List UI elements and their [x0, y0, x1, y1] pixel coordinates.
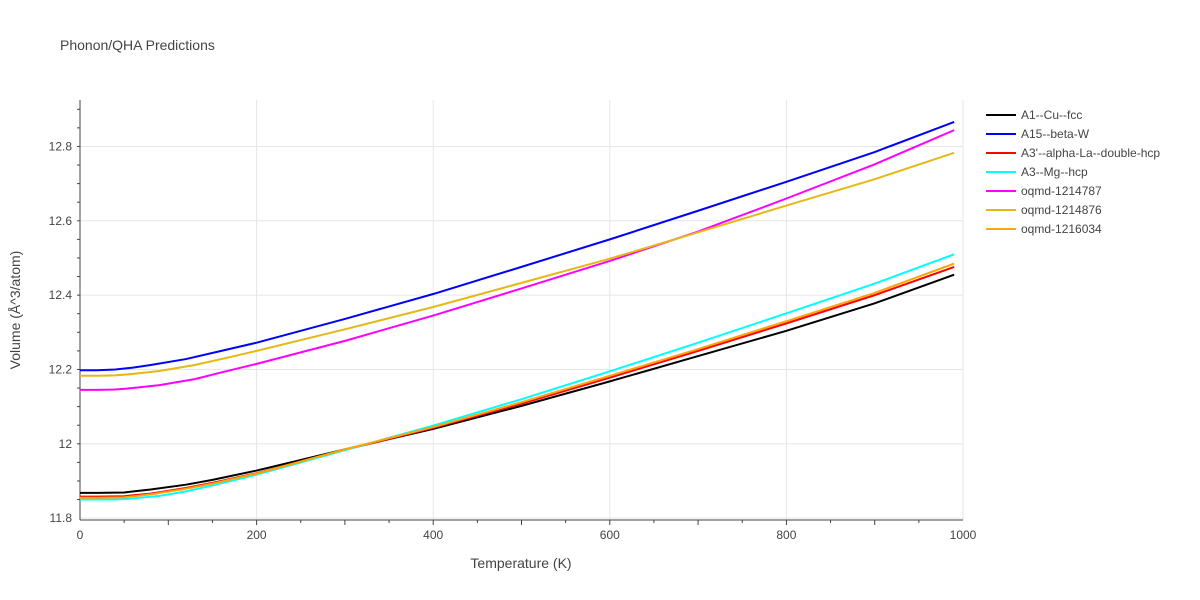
- tick-labels: 0 200 400 600 800 1000 11.8 12 12.2 12.4 12.6 12.8: [49, 139, 977, 542]
- series-line-5: [80, 151, 955, 377]
- grid: [80, 100, 964, 520]
- x-tick-label: 0: [77, 528, 84, 542]
- legend: A1--Cu--fcc A15--beta-W A3'--alpha-La--dou…: [986, 108, 1160, 236]
- y-tick-label: 12.6: [49, 214, 73, 228]
- x-tick-label: 1000: [950, 528, 977, 542]
- x-tick-label: 200: [247, 528, 267, 542]
- legend-label: A15--beta-W: [1021, 127, 1090, 141]
- ticks: [77, 108, 920, 525]
- series-line-6: [80, 262, 955, 499]
- legend-label: A3'--alpha-La--double-hcp: [1021, 146, 1160, 160]
- legend-label: oqmd-1216034: [1021, 222, 1102, 236]
- y-axis-title: Volume (Å^3/atom): [7, 251, 23, 370]
- series-line-3: [80, 253, 955, 501]
- series-lines: [80, 120, 955, 501]
- x-tick-label: 600: [600, 528, 620, 542]
- legend-label: oqmd-1214876: [1021, 203, 1102, 217]
- legend-label: A3--Mg--hcp: [1021, 165, 1088, 179]
- x-tick-label: 800: [776, 528, 796, 542]
- series-line-1: [80, 120, 955, 372]
- x-tick-label: 400: [423, 528, 443, 542]
- chart-title: Phonon/QHA Predictions: [60, 37, 215, 53]
- y-tick-label: 12.8: [49, 139, 73, 153]
- legend-label: oqmd-1214787: [1021, 184, 1102, 198]
- y-tick-label: 12: [59, 437, 73, 451]
- legend-label: A1--Cu--fcc: [1021, 108, 1082, 122]
- series-line-4: [80, 129, 955, 391]
- x-axis-title: Temperature (K): [470, 555, 571, 571]
- y-tick-label: 12.2: [49, 362, 73, 376]
- y-tick-label: 11.8: [50, 511, 73, 525]
- series-line-0: [80, 273, 955, 494]
- y-tick-label: 12.4: [49, 288, 73, 302]
